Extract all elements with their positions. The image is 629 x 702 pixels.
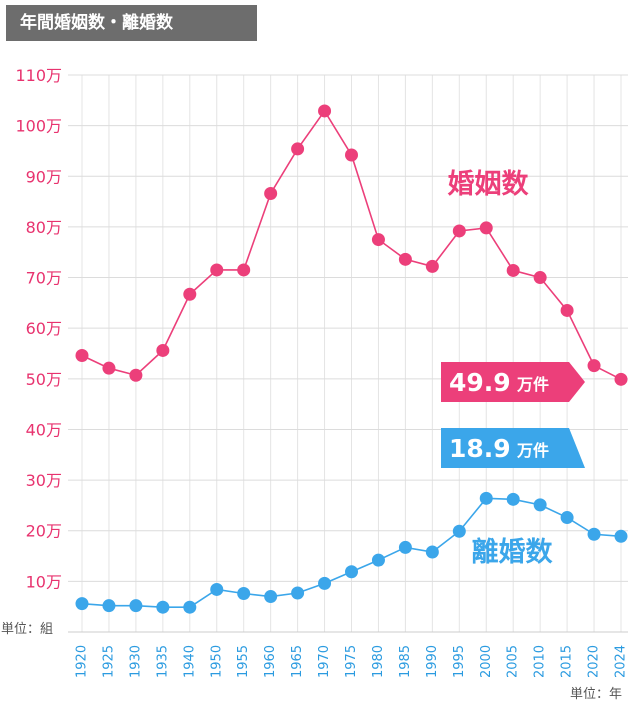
- data-point-marriage: [587, 359, 601, 373]
- data-point-marriage: [479, 221, 493, 235]
- data-point-divorce: [75, 597, 89, 611]
- callout-arrow: [569, 362, 585, 402]
- x-tick-label: 1950: [209, 645, 224, 678]
- y-tick-label: 100万: [15, 117, 62, 136]
- data-point-marriage: [614, 372, 628, 386]
- callout-box: [441, 428, 569, 468]
- x-tick-label: 1985: [398, 645, 413, 678]
- y-tick-label: 30万: [26, 471, 62, 490]
- value-callout-marriage: 49.9 万件: [441, 362, 585, 402]
- data-point-divorce: [425, 545, 439, 559]
- data-point-marriage: [210, 263, 224, 277]
- x-tick-label: 2024: [614, 645, 629, 678]
- data-point-divorce: [371, 553, 385, 567]
- x-tick-label: 1970: [317, 645, 332, 678]
- data-point-divorce: [345, 565, 358, 579]
- x-tick-label: 1995: [452, 645, 467, 678]
- y-tick-label: 70万: [26, 269, 62, 288]
- data-point-divorce: [264, 590, 278, 604]
- data-point-marriage: [506, 263, 520, 277]
- data-point-divorce: [587, 527, 601, 541]
- x-tick-label: 1920: [75, 645, 90, 678]
- data-point-marriage: [237, 263, 251, 277]
- x-tick-label: 1980: [371, 645, 386, 678]
- x-tick-label: 2010: [533, 645, 548, 678]
- data-point-marriage: [452, 224, 466, 238]
- data-point-divorce: [560, 511, 574, 525]
- y-tick-label: 110万: [15, 66, 62, 85]
- data-point-divorce: [237, 587, 251, 601]
- data-point-marriage: [371, 233, 385, 247]
- x-tick-label: 2015: [560, 645, 575, 678]
- chart-title: 年間婚姻数・離婚数: [6, 5, 257, 41]
- data-point-divorce: [452, 524, 466, 538]
- data-point-marriage: [425, 259, 439, 273]
- x-tick-label: 2000: [479, 645, 494, 678]
- data-point-divorce: [129, 599, 143, 613]
- value-callout-divorce: 18.9 万件: [441, 428, 585, 468]
- data-point-marriage: [75, 349, 89, 363]
- data-point-divorce: [506, 492, 520, 506]
- data-point-divorce: [210, 582, 224, 596]
- x-tick-label: 1940: [182, 645, 197, 678]
- data-point-marriage: [560, 303, 574, 317]
- data-point-divorce: [398, 540, 412, 554]
- data-point-marriage: [129, 368, 143, 382]
- data-point-divorce: [479, 491, 493, 505]
- y-tick-label: 90万: [26, 167, 62, 186]
- series-label-marriage: 婚姻数: [448, 169, 530, 200]
- data-point-marriage: [102, 361, 116, 375]
- data-point-divorce: [156, 600, 170, 614]
- y-tick-label: 40万: [26, 420, 62, 439]
- data-point-divorce: [291, 586, 305, 600]
- data-point-divorce: [318, 576, 332, 590]
- x-tick-label: 2020: [587, 645, 602, 678]
- callout-value: 49.9: [449, 368, 511, 397]
- x-tick-label: 1990: [425, 645, 440, 678]
- data-point-marriage: [533, 271, 547, 285]
- callout-unit: 万件: [516, 441, 549, 460]
- data-point-marriage: [264, 186, 278, 200]
- callout-value: 18.9: [449, 434, 511, 463]
- data-point-marriage: [345, 148, 358, 162]
- data-point-divorce: [102, 599, 116, 613]
- callout-arrow: [569, 428, 585, 468]
- series-label-divorce: 離婚数: [472, 536, 554, 568]
- x-tick-label: 1975: [344, 645, 359, 678]
- data-point-divorce: [614, 529, 628, 543]
- x-tick-label: 1935: [155, 645, 170, 678]
- data-point-divorce: [533, 498, 547, 512]
- data-point-divorce: [183, 600, 197, 614]
- x-tick-label: 1930: [128, 645, 143, 678]
- y-tick-label: 50万: [26, 370, 62, 389]
- data-point-marriage: [183, 287, 197, 301]
- data-point-marriage: [318, 104, 332, 118]
- data-point-marriage: [398, 252, 412, 266]
- y-tick-label: 20万: [26, 522, 62, 541]
- x-tick-label: 1965: [290, 645, 305, 678]
- x-tick-label: 2005: [506, 645, 521, 678]
- y-tick-label: 10万: [26, 572, 62, 591]
- callout-unit: 万件: [516, 375, 549, 394]
- x-tick-label: 1960: [263, 645, 278, 678]
- data-point-marriage: [156, 343, 170, 357]
- x-tick-label: 1955: [236, 645, 251, 678]
- x-unit-label: 単位：年: [570, 687, 623, 702]
- y-tick-label: 60万: [26, 319, 62, 338]
- y-tick-label: 80万: [26, 218, 62, 237]
- callout-box: [441, 362, 569, 402]
- y-unit-label: 単位：組: [1, 622, 54, 637]
- x-tick-label: 1925: [101, 645, 116, 678]
- data-point-marriage: [291, 142, 305, 156]
